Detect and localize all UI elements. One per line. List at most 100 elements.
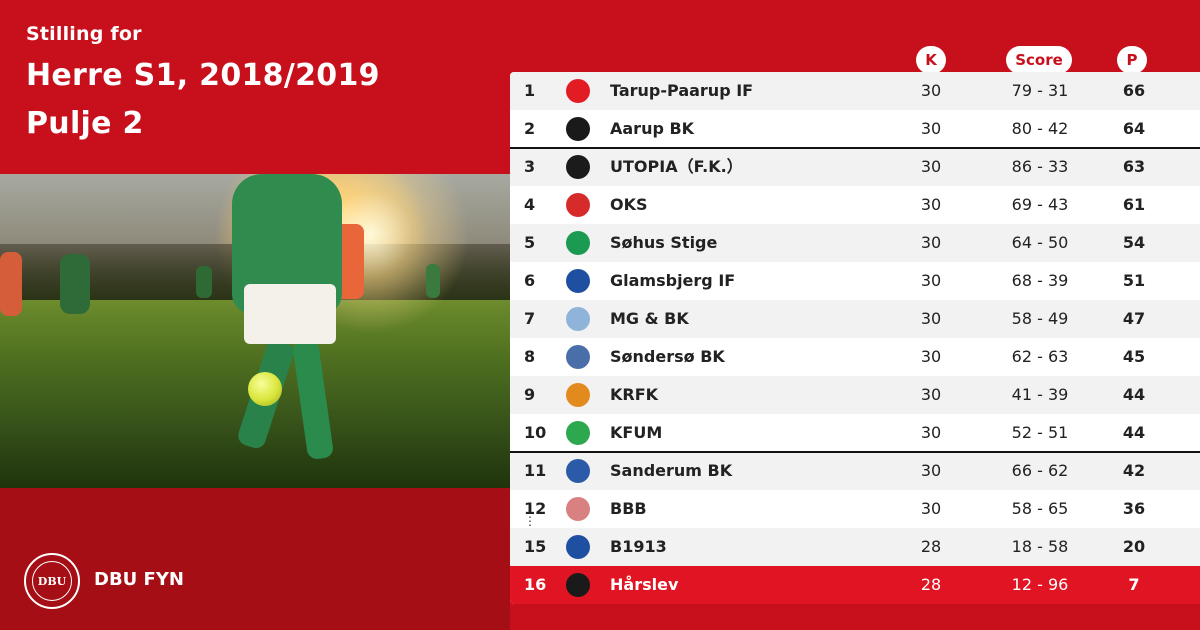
team-crest-icon (566, 345, 590, 369)
matches-played: 30 (920, 347, 942, 366)
team-name: BBB (610, 499, 647, 518)
matches-played: 30 (920, 385, 942, 404)
goal-score: 64 - 50 (1011, 233, 1069, 252)
team-crest-icon (566, 421, 590, 445)
points: 63 (1122, 157, 1146, 176)
table-row: 2 Aarup BK 30 80 - 42 64 (510, 110, 1200, 148)
team-crest-icon (566, 383, 590, 407)
page-title: Herre S1, 2018/2019 (26, 58, 380, 93)
table-row: 12 BBB 30 58 - 65 36 (510, 490, 1200, 528)
table-divider (510, 147, 1200, 149)
goal-score: 79 - 31 (1011, 81, 1069, 100)
team-name: Aarup BK (610, 119, 695, 138)
points: 51 (1122, 271, 1146, 290)
goal-score: 66 - 62 (1011, 461, 1069, 480)
row-position: 2 (524, 119, 536, 138)
row-position: 12 (524, 499, 547, 518)
photo-ball (248, 372, 282, 406)
pre-title: Stilling for (26, 23, 142, 45)
team-crest-icon (566, 497, 590, 521)
standings-table: 1 Tarup-Paarup IF 30 79 - 31 66 2 Aarup BK 30 80… (510, 72, 1200, 604)
points: 54 (1122, 233, 1146, 252)
matches-played: 30 (920, 157, 942, 176)
row-position: 4 (524, 195, 536, 214)
photo-player (60, 254, 90, 314)
goal-score: 86 - 33 (1011, 157, 1069, 176)
matches-played: 30 (920, 423, 942, 442)
logo-text: DBU (32, 561, 72, 601)
matches-played: 28 (920, 537, 942, 556)
team-name: Søhus Stige (610, 233, 718, 252)
team-crest-icon (566, 155, 590, 179)
points: 61 (1122, 195, 1146, 214)
row-position: 15 (524, 537, 547, 556)
row-position: 7 (524, 309, 536, 328)
goal-score: 58 - 49 (1011, 309, 1069, 328)
table-row: 15 B1913 28 18 - 58 20 (510, 528, 1200, 566)
team-name: Sanderum BK (610, 461, 733, 480)
matches-played: 30 (920, 461, 942, 480)
team-crest-icon (566, 79, 590, 103)
photo-player (196, 266, 212, 298)
points: 47 (1122, 309, 1146, 328)
matches-played: 30 (920, 309, 942, 328)
skipped-rows-ellipsis: ⋮ (524, 514, 536, 528)
team-name: MG & BK (610, 309, 689, 328)
matches-played: 30 (920, 119, 942, 138)
dbu-logo-icon: DBU (24, 553, 80, 609)
table-divider (510, 451, 1200, 453)
team-crest-icon (566, 269, 590, 293)
points: 44 (1122, 423, 1146, 442)
goal-score: 18 - 58 (1011, 537, 1069, 556)
goal-score: 69 - 43 (1011, 195, 1069, 214)
matches-played: 30 (920, 233, 942, 252)
table-row: 7 MG & BK 30 58 - 49 47 (510, 300, 1200, 338)
photo-player (426, 264, 440, 298)
points: 7 (1128, 575, 1140, 594)
table-row: 6 Glamsbjerg IF 30 68 - 39 51 (510, 262, 1200, 300)
team-name: Tarup-Paarup IF (610, 81, 754, 100)
table-row: 1 Tarup-Paarup IF 30 79 - 31 66 (510, 72, 1200, 110)
team-crest-icon (566, 307, 590, 331)
points: 45 (1122, 347, 1146, 366)
row-position: 10 (524, 423, 547, 442)
goal-score: 41 - 39 (1011, 385, 1069, 404)
points: 42 (1122, 461, 1146, 480)
photo-player (0, 252, 22, 316)
matches-played: 30 (920, 499, 942, 518)
team-crest-icon (566, 459, 590, 483)
table-row: 4 OKS 30 69 - 43 61 (510, 186, 1200, 224)
table-row: 5 Søhus Stige 30 64 - 50 54 (510, 224, 1200, 262)
goal-score: 80 - 42 (1011, 119, 1069, 138)
team-name: UTOPIA（F.K.） (610, 157, 743, 176)
goal-score: 62 - 63 (1011, 347, 1069, 366)
football-photo (0, 174, 510, 488)
row-position: 8 (524, 347, 536, 366)
footer-panel (0, 488, 510, 630)
column-header-p: P (1117, 46, 1147, 74)
matches-played: 30 (920, 271, 942, 290)
table-row: 8 Søndersø BK 30 62 - 63 45 (510, 338, 1200, 376)
column-header-score: Score (1006, 46, 1072, 74)
points: 36 (1122, 499, 1146, 518)
team-crest-icon (566, 193, 590, 217)
row-position: 11 (524, 461, 547, 480)
page-subtitle: Pulje 2 (26, 106, 144, 141)
row-position: 1 (524, 81, 536, 100)
table-row: 16 Hårslev 28 12 - 96 7 (510, 566, 1200, 604)
team-crest-icon (566, 573, 590, 597)
team-crest-icon (566, 117, 590, 141)
team-name: KRFK (610, 385, 659, 404)
goal-score: 52 - 51 (1011, 423, 1069, 442)
team-crest-icon (566, 535, 590, 559)
row-position: 9 (524, 385, 536, 404)
team-crest-icon (566, 231, 590, 255)
team-name: Søndersø BK (610, 347, 725, 366)
matches-played: 30 (920, 195, 942, 214)
row-position: 3 (524, 157, 536, 176)
table-row: 10 KFUM 30 52 - 51 44 (510, 414, 1200, 452)
table-row: 9 KRFK 30 41 - 39 44 (510, 376, 1200, 414)
points: 64 (1122, 119, 1146, 138)
row-position: 5 (524, 233, 536, 252)
goal-score: 68 - 39 (1011, 271, 1069, 290)
